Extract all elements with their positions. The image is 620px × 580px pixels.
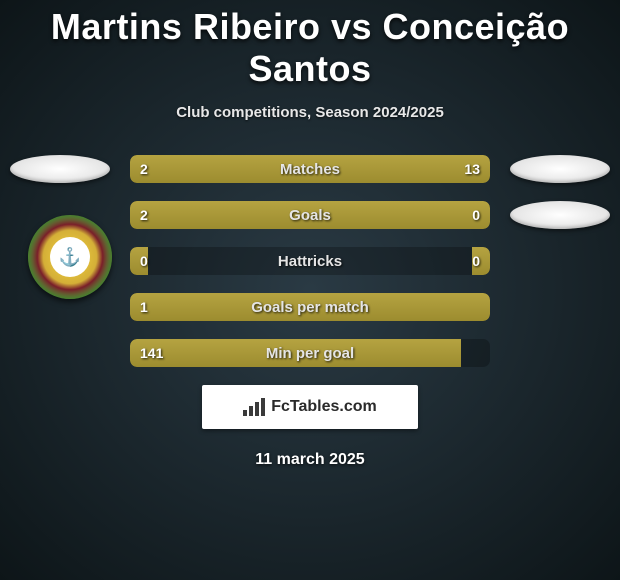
stat-label: Min per goal [130,345,490,362]
stat-label: Matches [130,161,490,178]
bar-chart-icon [243,398,265,416]
page-subtitle: Club competitions, Season 2024/2025 [0,104,620,121]
page-title: Martins Ribeiro vs Conceição Santos [0,0,620,90]
stat-row-matches: 2 Matches 13 [0,155,620,183]
stat-row-gpm: 1 Goals per match [0,293,620,321]
stat-row-hattricks: 0 Hattricks 0 [0,247,620,275]
stat-label: Goals [130,207,490,224]
stat-right-value: 13 [464,161,480,177]
stat-row-mpg: 141 Min per goal [0,339,620,367]
stat-right-value: 0 [472,253,480,269]
watermark-text: FcTables.com [271,398,377,416]
date-label: 11 march 2025 [0,451,620,469]
stat-row-goals: 2 Goals 0 [0,201,620,229]
stat-label: Hattricks [130,253,490,270]
stats-container: ⚓ 2 Matches 13 2 Goals 0 0 Hattricks 0 [0,155,620,367]
stat-right-value: 0 [472,207,480,223]
stat-label: Goals per match [130,299,490,316]
watermark: FcTables.com [202,385,418,429]
